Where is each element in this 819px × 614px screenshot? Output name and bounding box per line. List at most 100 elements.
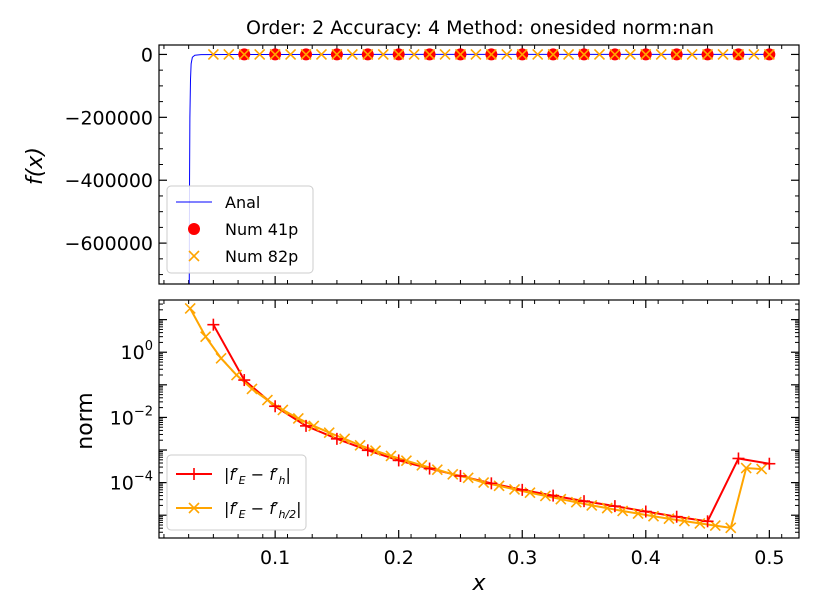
- series-h2-point: [339, 433, 351, 445]
- num82p-point: [578, 48, 590, 60]
- series-h2-point: [663, 513, 675, 525]
- num82p-point: [640, 48, 652, 60]
- num82p-point: [454, 48, 467, 60]
- series-h-point: [361, 444, 374, 457]
- series-h-point: [300, 419, 313, 432]
- legend-h2-label: |f′E − f′h/2|: [224, 499, 302, 521]
- series-h2-point: [570, 496, 582, 508]
- bottom-y-axis-label: norm: [73, 392, 98, 450]
- num82p-point: [408, 48, 420, 60]
- num82p-point: [717, 48, 729, 60]
- series-h-point: [392, 454, 405, 467]
- num82p-point: [300, 48, 312, 60]
- num82p-point: [624, 48, 636, 60]
- x-axis-label-text: x: [471, 571, 486, 596]
- num82p-point: [532, 48, 544, 60]
- num82p-point: [238, 48, 250, 60]
- series-h-point: [454, 469, 467, 482]
- series-h2-point: [230, 369, 243, 381]
- series-h2-point: [678, 515, 690, 527]
- series-h2-point: [617, 505, 629, 517]
- num82p-point: [501, 48, 513, 60]
- num82p-point: [377, 48, 389, 60]
- num82p-point: [470, 48, 482, 60]
- chart-title: Order: 2 Accuracy: 4 Method: onesided no…: [246, 17, 714, 39]
- bottom-legend: |f′E − f′h| |f′E − f′h/2|: [166, 454, 307, 531]
- top-axis-ticks: 0 −200000 −400000 −600000: [65, 44, 799, 284]
- series-h2-point: [632, 508, 644, 520]
- series-h2-point: [431, 464, 443, 476]
- series-h2-point: [292, 412, 304, 425]
- top-y-tick-label: −400000: [65, 170, 153, 192]
- series-h2-point: [308, 420, 320, 432]
- series-h-point: [207, 318, 220, 331]
- bottom-y-tick-label: 10−2: [110, 404, 153, 429]
- num82p-point: [655, 48, 667, 60]
- series-h2-point: [539, 490, 551, 502]
- legend-num41p-swatch: [188, 223, 200, 235]
- series-h2-point: [447, 468, 459, 480]
- num82p-point: [671, 48, 683, 60]
- series-h2-point: [200, 331, 212, 343]
- series-h-point: [516, 483, 529, 496]
- legend-num41p-label: Num 41p: [225, 220, 298, 239]
- legend-num82p-label: Num 82p: [225, 247, 298, 266]
- num82p-point: [748, 48, 760, 60]
- series-h2-point: [740, 462, 752, 474]
- num82p-point: [686, 48, 698, 60]
- series-h-point: [485, 477, 498, 490]
- num82p-point: [439, 48, 451, 60]
- series-h2-point: [601, 502, 613, 514]
- x-tick-label: 0.5: [754, 547, 784, 569]
- series-h-point: [670, 510, 683, 523]
- top-y-tick-label: −600000: [65, 233, 153, 255]
- top-y-axis-label-text: f(x): [23, 147, 48, 185]
- bottom-axes-frame: [158, 299, 800, 539]
- series-h2-point: [354, 439, 366, 451]
- top-plot-area: [188, 48, 776, 284]
- series-h2-point: [323, 427, 335, 439]
- series-h-point: [608, 500, 621, 513]
- bottom-panel: norm x 0.1 0.2 0.3 0.4 0.5 100 10−2 10−4: [73, 299, 800, 596]
- num82p-point: [485, 48, 497, 60]
- series-h2-point: [385, 450, 397, 462]
- series-h2-point: [400, 455, 412, 467]
- series-h-point: [701, 515, 714, 528]
- num82p-point: [763, 48, 775, 60]
- num82p-point: [346, 48, 358, 60]
- num82p-point: [254, 48, 266, 60]
- series-h2-point: [462, 472, 474, 484]
- num82p-point: [362, 48, 374, 60]
- num82p-point: [702, 48, 714, 60]
- num82p-point: [285, 48, 297, 60]
- num82p-point: [609, 48, 621, 60]
- legend-num82p-swatch: [188, 250, 200, 262]
- series-h2-point: [493, 480, 505, 492]
- top-legend: Anal Num 41p Num 82p: [166, 185, 314, 274]
- num82p-point: [547, 48, 559, 60]
- num82p-point: [269, 48, 281, 60]
- legend-h-label: |f′E − f′h|: [224, 465, 291, 487]
- bottom-y-tick-label: 100: [121, 339, 153, 364]
- series-h-point: [423, 462, 436, 475]
- top-legend-box: [166, 185, 314, 274]
- num82p-point: [424, 48, 436, 60]
- series-h2-point: [246, 383, 258, 395]
- series-anal-line: [188, 53, 770, 284]
- series-h2-point: [756, 463, 768, 475]
- top-y-tick-label: −200000: [65, 107, 153, 129]
- top-axes-frame: [158, 44, 800, 285]
- series-h2-point: [184, 302, 196, 315]
- series-h2-point: [709, 520, 721, 532]
- top-y-axis-label: f(x): [23, 147, 48, 185]
- legend-h-swatch: [176, 468, 212, 480]
- series-h-point: [238, 374, 251, 387]
- top-panel: Order: 2 Accuracy: 4 Method: onesided no…: [23, 17, 800, 285]
- series-h2-point: [647, 510, 660, 522]
- num82p-point: [563, 48, 575, 60]
- num82p-point: [331, 48, 343, 60]
- series-h2-point: [725, 522, 737, 534]
- num82p-point: [393, 48, 405, 60]
- bottom-plot-area: [184, 302, 776, 534]
